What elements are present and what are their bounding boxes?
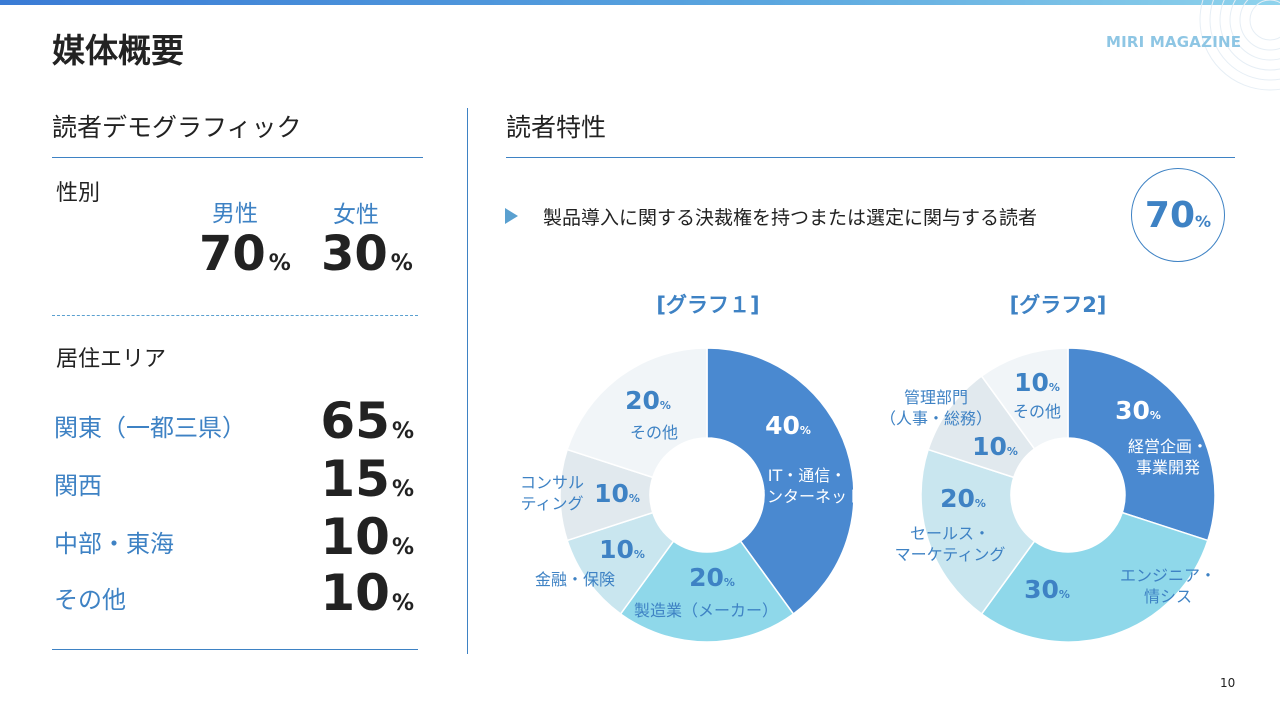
male-label: 男性 [212, 201, 258, 227]
donut-slice [980, 347, 1069, 450]
demographics-divider [52, 157, 423, 158]
gender-label: 性別 [56, 181, 101, 206]
slice-category-label: その他 [630, 423, 678, 442]
decision-maker-text: 製品導入に関する決裁権を持つまたは選定に関与する読者 [543, 207, 1038, 229]
bullet-triangle-icon [505, 208, 518, 224]
slice-category-label: エンジニア・ [1120, 566, 1216, 585]
slice-category-label: 経営企画・ [1128, 437, 1208, 456]
slice-category-label: セールス・ [910, 524, 990, 543]
slice-category-label: 製造業（メーカー） [634, 601, 778, 620]
graph2-title: [グラフ2] [1009, 293, 1107, 317]
slice-category-label: その他 [1013, 402, 1061, 421]
region-name: 関東（一都三県） [54, 414, 246, 442]
region-name: 中部・東海 [54, 530, 174, 558]
slice-value-label: 20% [625, 386, 671, 415]
region-value: 65% [320, 392, 414, 450]
region-value: 10% [320, 564, 414, 622]
top-accent-bar [0, 0, 1280, 5]
slice-category-label: 情シス [1144, 587, 1192, 606]
slice-category-label: 管理部門 [904, 388, 968, 407]
column-divider [467, 108, 468, 654]
graph1-donut-chart: 40%IT・通信・インターネット20%製造業（メーカー）10%金融・保険10%コ… [520, 347, 863, 643]
donut-slice [706, 347, 855, 615]
donut-slice [1067, 347, 1216, 542]
graph2-donut-chart: 30%経営企画・事業開発30%エンジニア・情シス20%セールス・マーケティング1… [880, 347, 1216, 643]
brand-logo-text: MIRI MAGAZINE [1106, 33, 1242, 51]
donut-slice [566, 347, 708, 479]
slice-category-label: コンサル [520, 473, 584, 492]
slice-category-label: マーケティング [895, 545, 1006, 564]
characteristics-title: 読者特性 [506, 113, 607, 142]
graph1-title: [グラフ１] [656, 293, 760, 317]
slice-category-label: 金融・保険 [535, 570, 615, 589]
region-name: その他 [54, 586, 126, 614]
female-value: 30% [321, 226, 413, 282]
characteristics-divider [506, 157, 1235, 158]
slice-category-label: （人事・総務） [880, 409, 992, 428]
slice-category-label: ティング [520, 494, 583, 513]
demographics-title: 読者デモグラフィック [52, 113, 302, 142]
slice-category-label: IT・通信・ [768, 466, 847, 485]
region-value: 15% [320, 450, 414, 508]
donut-slice [619, 540, 795, 643]
decorative-rings [1199, 0, 1280, 91]
region-value: 10% [320, 508, 414, 566]
donut-slice [920, 448, 1036, 615]
gender-residence-divider [52, 315, 418, 316]
female-label: 女性 [333, 202, 379, 228]
slice-category-label: インターネット [751, 487, 863, 506]
male-value: 70% [199, 226, 291, 282]
page-number: 10 [1220, 676, 1236, 690]
donut-slice [980, 511, 1209, 643]
slice-category-label: 事業開発 [1136, 458, 1200, 477]
decision-maker-badge: 70% [1131, 168, 1225, 262]
residence-label: 居住エリア [56, 347, 167, 372]
page-title: 媒体概要 [52, 31, 184, 70]
region-name: 関西 [54, 472, 102, 500]
slice-value-label: 30% [1115, 396, 1161, 425]
demographics-bottom-divider [52, 649, 418, 650]
